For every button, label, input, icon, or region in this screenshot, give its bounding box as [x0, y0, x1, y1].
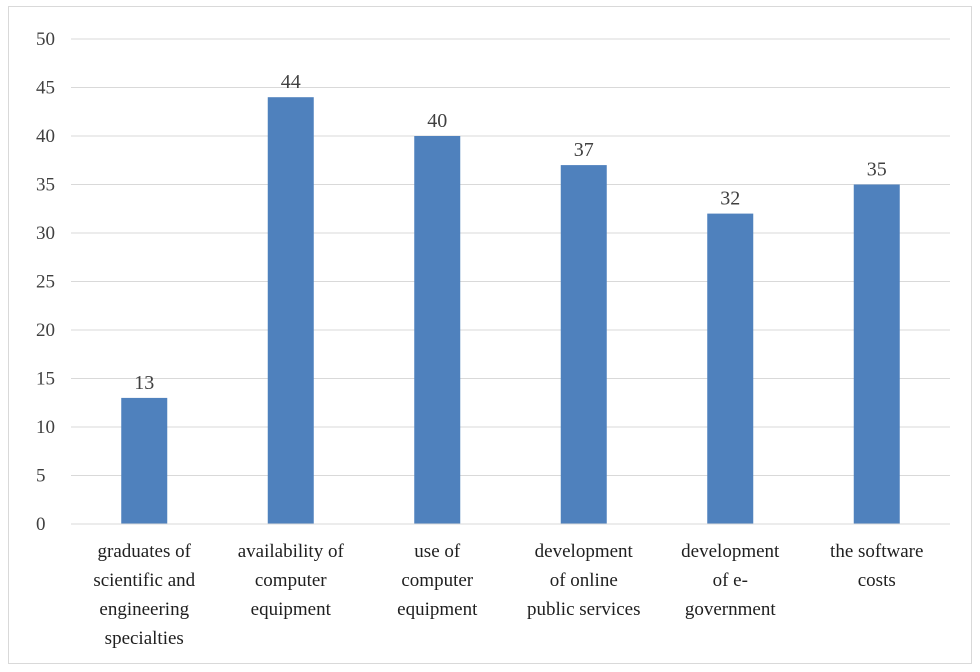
- y-axis-ticks: 0 5 10 15 20 25 30 35 40 45 50: [36, 29, 55, 535]
- x-category-label-line: computer: [401, 570, 473, 591]
- data-label: 35: [867, 159, 887, 181]
- chart-frame: [8, 6, 972, 664]
- x-category-label-line: computer: [255, 570, 327, 591]
- x-category-label-line: equipment: [397, 599, 478, 620]
- x-category-label-line: government: [685, 599, 776, 620]
- y-tick-label: 35: [36, 175, 55, 196]
- bar: [853, 184, 900, 524]
- x-category-label-line: of online: [550, 570, 618, 591]
- bar: [121, 397, 168, 524]
- bars: [121, 97, 900, 524]
- x-category-label-line: the software: [830, 541, 923, 562]
- data-label: 44: [281, 71, 301, 93]
- x-category-label-line: costs: [858, 570, 896, 591]
- x-category-label: use of computer equipment: [397, 541, 478, 620]
- x-category-label: development of online public services: [527, 541, 640, 620]
- data-label: 13: [134, 372, 154, 394]
- y-tick-label: 30: [36, 223, 55, 244]
- y-tick-label: 10: [36, 417, 55, 438]
- data-label: 40: [427, 110, 447, 132]
- x-category-label: the software costs: [830, 541, 923, 591]
- y-tick-label: 0: [36, 514, 46, 535]
- y-tick-label: 20: [36, 320, 55, 341]
- bar: [707, 213, 754, 524]
- x-category-label-line: development: [535, 541, 634, 562]
- x-category-label-line: equipment: [251, 599, 332, 620]
- bar: [267, 97, 314, 524]
- y-tick-label: 25: [36, 272, 55, 293]
- x-category-label-line: graduates of: [98, 541, 192, 562]
- x-category-label: availability of computer equipment: [238, 541, 345, 620]
- data-label: 37: [574, 139, 594, 161]
- y-tick-label: 5: [36, 466, 46, 487]
- y-tick-label: 15: [36, 369, 55, 390]
- x-category-label-line: specialties: [105, 628, 184, 649]
- x-category-label-line: scientific and: [93, 570, 195, 591]
- bar: [560, 165, 607, 524]
- x-category-label: development of e-government: [681, 541, 780, 620]
- x-category-label-line: availability of: [238, 541, 345, 562]
- x-category-label-line: engineering: [99, 599, 189, 620]
- data-label: 32: [720, 188, 740, 210]
- gridlines: [71, 38, 950, 476]
- x-category-label-line: development: [681, 541, 780, 562]
- x-category-label-line: use of: [414, 541, 461, 562]
- y-tick-label: 40: [36, 126, 55, 147]
- y-tick-label: 50: [36, 29, 55, 50]
- x-category-label-line: of e-: [713, 570, 748, 591]
- x-category-label: graduates of scientific and engineering spe…: [93, 541, 195, 649]
- x-category-label-line: public services: [527, 599, 640, 620]
- data-labels: 13 44 40 37 32 35: [134, 71, 887, 394]
- x-axis-categories: graduates of scientific and engineering spe…: [93, 541, 923, 649]
- bar: [414, 136, 461, 524]
- y-tick-label: 45: [36, 78, 55, 99]
